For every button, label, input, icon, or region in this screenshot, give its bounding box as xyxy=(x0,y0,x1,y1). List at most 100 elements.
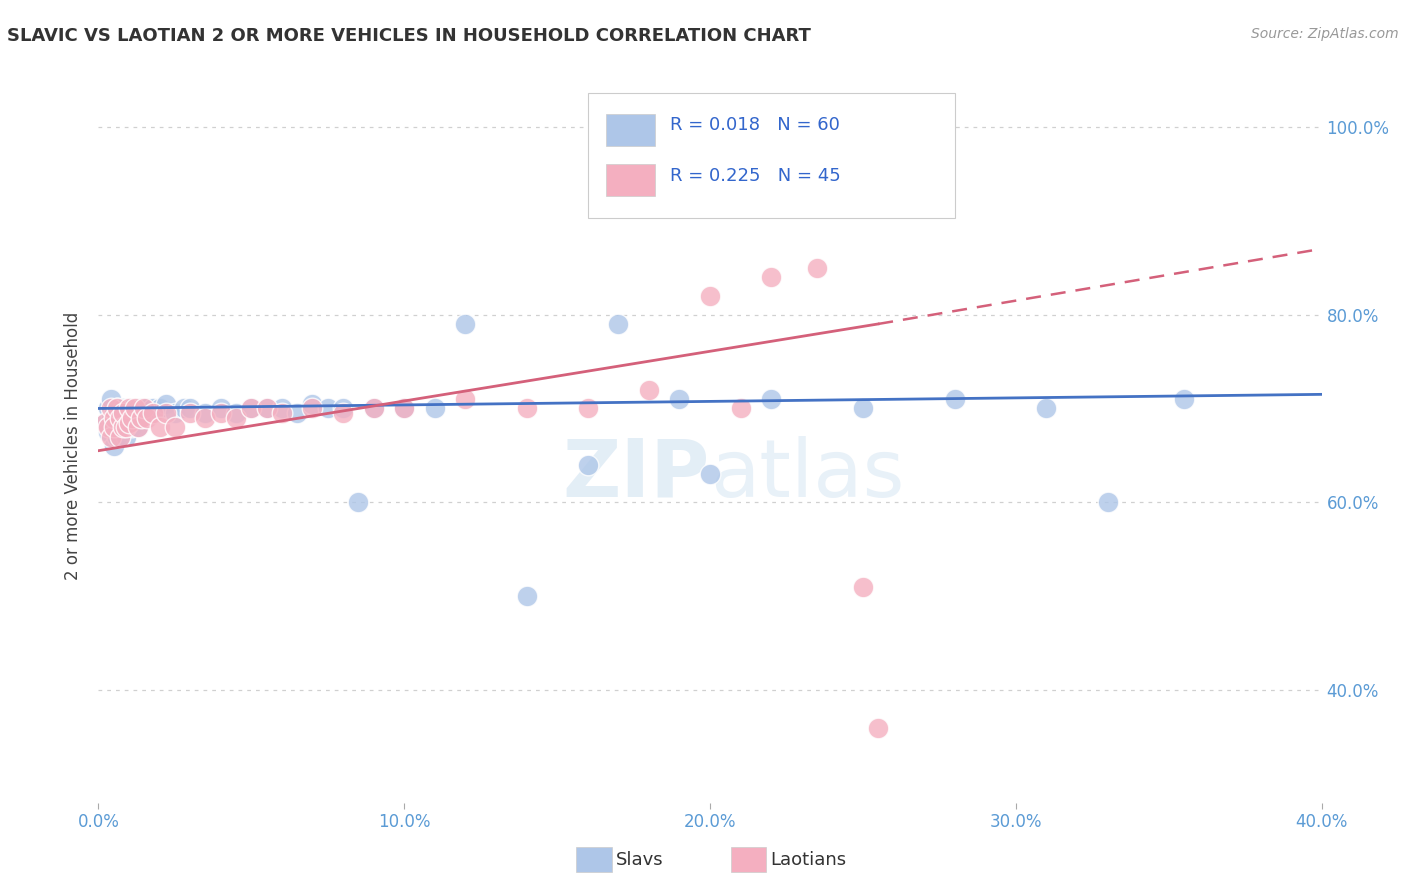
Point xyxy=(103,406,125,420)
Point xyxy=(127,420,149,434)
Point xyxy=(852,401,875,416)
Point xyxy=(121,401,143,416)
Point xyxy=(103,420,125,434)
Point xyxy=(301,397,323,411)
Point xyxy=(347,495,370,509)
Point xyxy=(225,410,247,425)
Point xyxy=(897,120,920,134)
Point xyxy=(730,401,752,416)
Point xyxy=(111,401,134,416)
Point xyxy=(100,429,122,443)
Point xyxy=(256,401,278,416)
Point xyxy=(127,420,149,434)
Text: ZIP: ZIP xyxy=(562,435,710,514)
Point xyxy=(118,401,141,416)
Point xyxy=(163,406,186,420)
Point xyxy=(194,410,217,425)
Point xyxy=(316,401,339,416)
Point xyxy=(111,406,134,420)
Point xyxy=(100,392,122,406)
Point xyxy=(392,401,416,416)
Point xyxy=(209,401,232,416)
Point xyxy=(1173,392,1195,406)
Point xyxy=(516,401,538,416)
Text: R = 0.018   N = 60: R = 0.018 N = 60 xyxy=(669,116,839,134)
Point xyxy=(179,401,201,416)
Point xyxy=(115,406,138,420)
Point xyxy=(576,401,599,416)
Point xyxy=(149,420,172,434)
Point xyxy=(127,401,149,416)
Point xyxy=(363,401,385,416)
Point xyxy=(943,392,966,406)
Point xyxy=(240,401,263,416)
Point xyxy=(100,410,122,425)
Point xyxy=(124,401,146,416)
Point xyxy=(136,401,159,416)
Text: Slavs: Slavs xyxy=(616,851,664,869)
Point xyxy=(332,406,354,420)
Point xyxy=(108,416,131,430)
Text: Source: ZipAtlas.com: Source: ZipAtlas.com xyxy=(1251,27,1399,41)
Point xyxy=(105,401,128,416)
Point xyxy=(97,425,120,439)
Point xyxy=(93,416,115,430)
Point xyxy=(256,401,278,416)
Point xyxy=(105,410,128,425)
Point xyxy=(111,420,134,434)
Point xyxy=(270,401,292,416)
Point xyxy=(93,416,115,430)
Point xyxy=(163,420,186,434)
Point xyxy=(852,580,875,594)
Point xyxy=(173,401,195,416)
Point xyxy=(516,589,538,603)
Point xyxy=(423,401,446,416)
Point xyxy=(668,392,690,406)
Point xyxy=(136,410,159,425)
Point xyxy=(105,429,128,443)
Point xyxy=(179,406,201,420)
Point xyxy=(868,721,890,735)
Point xyxy=(301,401,323,416)
Point xyxy=(806,260,828,275)
Point xyxy=(225,406,247,420)
Point xyxy=(134,406,156,420)
Point xyxy=(699,289,721,303)
Point xyxy=(1035,401,1057,416)
Point xyxy=(115,420,138,434)
Point xyxy=(209,406,232,420)
Point xyxy=(142,401,165,416)
Point xyxy=(121,420,143,434)
Y-axis label: 2 or more Vehicles in Household: 2 or more Vehicles in Household xyxy=(65,312,83,580)
Point xyxy=(155,397,177,411)
Point xyxy=(392,401,416,416)
Point xyxy=(454,392,477,406)
Point xyxy=(103,439,125,453)
Point xyxy=(149,401,172,416)
FancyBboxPatch shape xyxy=(606,114,655,146)
Point xyxy=(97,420,120,434)
Point xyxy=(121,410,143,425)
Point xyxy=(108,406,131,420)
Point xyxy=(100,401,122,416)
Point xyxy=(134,401,156,416)
Point xyxy=(270,406,292,420)
Point xyxy=(155,406,177,420)
Point xyxy=(105,401,128,416)
Point xyxy=(97,401,120,416)
Point xyxy=(129,410,152,425)
Point xyxy=(118,416,141,430)
Point xyxy=(129,401,152,416)
Point xyxy=(115,429,138,443)
Point xyxy=(759,392,782,406)
Text: SLAVIC VS LAOTIAN 2 OR MORE VEHICLES IN HOUSEHOLD CORRELATION CHART: SLAVIC VS LAOTIAN 2 OR MORE VEHICLES IN … xyxy=(7,27,811,45)
Point xyxy=(607,317,630,331)
Point xyxy=(637,383,661,397)
Text: atlas: atlas xyxy=(710,435,904,514)
Point xyxy=(240,401,263,416)
FancyBboxPatch shape xyxy=(588,93,955,218)
Point xyxy=(108,410,131,425)
Point xyxy=(142,406,165,420)
Text: Laotians: Laotians xyxy=(770,851,846,869)
Point xyxy=(332,401,354,416)
